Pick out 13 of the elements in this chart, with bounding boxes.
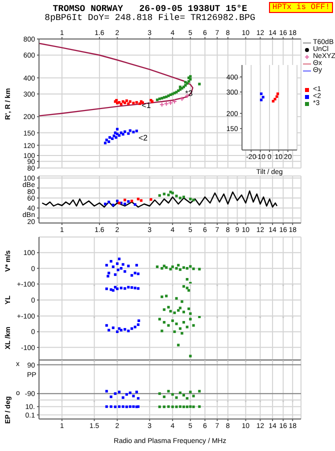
point [260,98,263,102]
chart-subtitle: 8pBP6It DoY= 248.818 File= TR126982.BPG [44,13,256,23]
text: HPTx is OFF! [272,3,330,12]
point [260,92,263,96]
point [272,100,274,102]
annotation: *3 [185,88,194,98]
annotation: <1 [142,101,152,110]
chart-title: TROMSO NORWAY 26-09-05 1938UT 15°E [52,4,248,14]
point [274,98,276,100]
point [262,96,264,98]
point [276,92,280,96]
point [276,95,278,98]
annotation: <2 [138,133,148,142]
